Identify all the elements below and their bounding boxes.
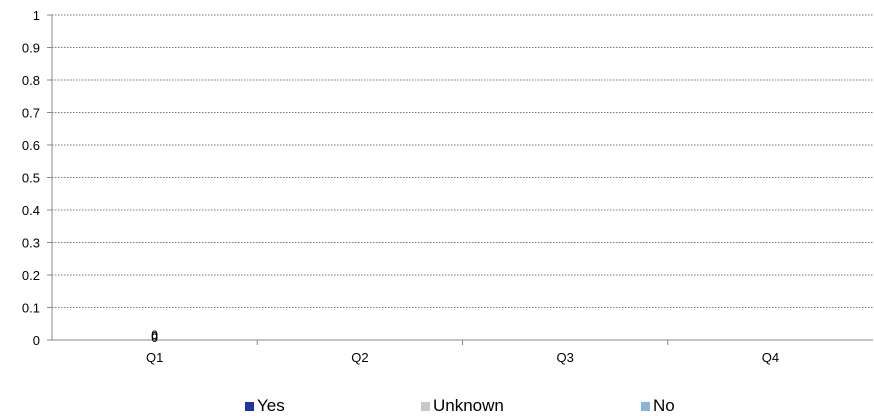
gridlines	[52, 14, 873, 308]
y-tick-label: 0.1	[22, 301, 40, 316]
legend: Yes Unknown No	[0, 396, 874, 416]
y-tick-label: 1	[33, 8, 40, 23]
y-tick-label: 0	[33, 333, 40, 348]
legend-label-no: No	[653, 396, 675, 415]
x-tick-label: Q1	[146, 350, 163, 365]
y-tick-label: 0.2	[22, 268, 40, 283]
y-tick-label: 0.9	[22, 41, 40, 56]
x-tick-label: Q4	[762, 350, 779, 365]
y-tick-label: 0.4	[22, 203, 40, 218]
x-tick-label: Q3	[556, 350, 573, 365]
legend-label-yes: Yes	[257, 396, 285, 415]
y-tick-label: 0.3	[22, 236, 40, 251]
legend-swatch-unknown	[421, 401, 430, 411]
data-labels: 000	[151, 328, 158, 345]
legend-item-unknown: Unknown	[421, 396, 504, 416]
y-tick-label: 0.5	[22, 171, 40, 186]
legend-item-yes: Yes	[245, 396, 285, 416]
y-axis-ticks: 0 0.1 0.2 0.3 0.4 0.5 0.6 0.7 0.8 0.9 1	[22, 8, 52, 348]
data-label: 0	[151, 330, 158, 344]
y-tick-label: 0.7	[22, 106, 40, 121]
x-axis-ticks: Q1 Q2 Q3 Q4	[146, 340, 779, 365]
legend-swatch-yes	[245, 401, 254, 411]
legend-label-unknown: Unknown	[433, 396, 504, 415]
data-label: 0	[151, 328, 158, 342]
y-tick-label: 0.6	[22, 138, 40, 153]
legend-swatch-no	[641, 401, 650, 411]
x-tick-label: Q2	[351, 350, 368, 365]
data-label: 0	[151, 331, 158, 345]
legend-item-no: No	[641, 396, 675, 416]
y-tick-label: 0.8	[22, 73, 40, 88]
